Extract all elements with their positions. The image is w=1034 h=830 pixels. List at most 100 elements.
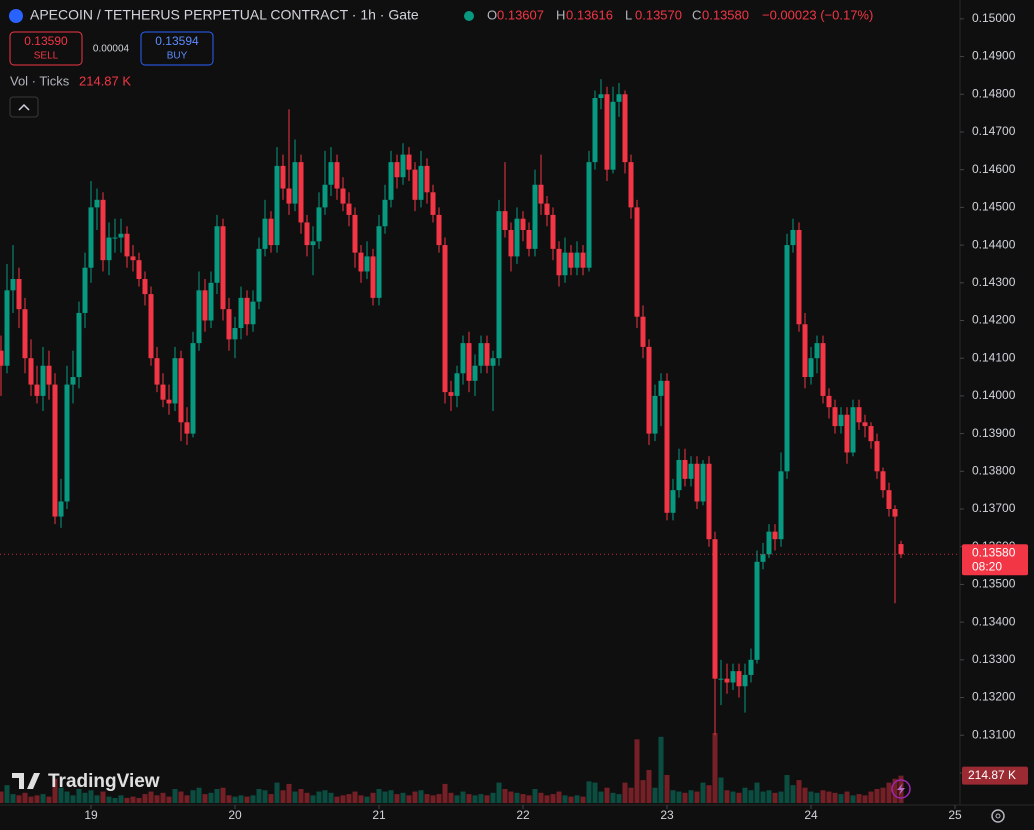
candle-body bbox=[172, 358, 178, 404]
candle-body bbox=[70, 377, 76, 385]
candle-body bbox=[46, 365, 52, 385]
volume-bar bbox=[826, 791, 832, 803]
volume-bar bbox=[412, 791, 418, 803]
y-tick-label: 0.14300 bbox=[972, 275, 1016, 289]
candle-body bbox=[0, 350, 4, 366]
sell-price[interactable]: 0.13590 bbox=[24, 34, 68, 48]
volume-bar bbox=[418, 790, 424, 803]
lightning-button[interactable] bbox=[891, 779, 911, 799]
candle-body bbox=[190, 343, 196, 434]
candle-body bbox=[214, 226, 220, 283]
y-tick-label: 0.13500 bbox=[972, 577, 1016, 591]
volume-bar bbox=[310, 795, 316, 803]
candle-body bbox=[424, 165, 430, 193]
volume-bar bbox=[466, 794, 472, 803]
volume-bar bbox=[118, 795, 124, 803]
y-tick-label: 0.14500 bbox=[972, 200, 1016, 214]
buy-price[interactable]: 0.13594 bbox=[155, 34, 199, 48]
volume-bar bbox=[130, 796, 136, 803]
candle-body bbox=[286, 188, 292, 204]
candle-body bbox=[196, 290, 202, 344]
y-tick-label: 0.14900 bbox=[972, 49, 1016, 63]
candle-body bbox=[412, 169, 418, 200]
candle-body bbox=[58, 501, 64, 517]
sell-label[interactable]: SELL bbox=[34, 51, 59, 62]
sell-button[interactable] bbox=[9, 31, 83, 66]
candle-body bbox=[832, 407, 838, 427]
candle-body bbox=[892, 509, 898, 517]
volume-bar bbox=[256, 789, 262, 803]
volume-bar bbox=[718, 777, 724, 803]
volume-bar bbox=[574, 795, 580, 803]
candle-body bbox=[358, 252, 364, 272]
candle-body bbox=[292, 162, 298, 204]
candle-body bbox=[610, 101, 616, 170]
candle-body bbox=[628, 162, 634, 208]
volume-bar bbox=[886, 782, 892, 803]
candle-body bbox=[316, 207, 322, 242]
change: −0.00023 (−0.17%) bbox=[762, 7, 873, 22]
volume-bar bbox=[0, 791, 4, 803]
candle-body bbox=[178, 358, 184, 423]
volume-bar bbox=[100, 791, 106, 803]
candle-body bbox=[514, 218, 520, 257]
candle-body bbox=[586, 162, 592, 268]
candle-body bbox=[622, 94, 628, 163]
x-tick-label: 25 bbox=[948, 808, 962, 822]
candle-body bbox=[280, 165, 286, 189]
volume-bar bbox=[850, 795, 856, 803]
candle-body bbox=[268, 218, 274, 246]
volume-bar bbox=[610, 792, 616, 803]
volume-bar bbox=[436, 794, 442, 803]
volume-bar bbox=[106, 796, 112, 803]
volume-bar bbox=[802, 787, 808, 803]
x-tick-label: 20 bbox=[228, 808, 242, 822]
candle-body bbox=[694, 463, 700, 502]
volume-bar bbox=[778, 791, 784, 803]
volume-bar bbox=[364, 796, 370, 803]
chevron-icon[interactable] bbox=[18, 103, 30, 111]
y-tick-label: 0.14400 bbox=[972, 237, 1016, 251]
settings-button[interactable] bbox=[991, 809, 1005, 823]
volume-value: 214.87 K bbox=[79, 73, 131, 88]
volume-bar bbox=[22, 792, 28, 803]
volume-bar bbox=[394, 794, 400, 803]
candle-body bbox=[778, 471, 784, 540]
candle-body bbox=[526, 230, 532, 249]
candle-body bbox=[364, 256, 370, 272]
candle-body bbox=[124, 233, 130, 257]
lightning-icon[interactable] bbox=[897, 783, 905, 795]
volume-bar bbox=[298, 789, 304, 803]
volume-bar bbox=[496, 782, 502, 803]
volume-tag-label: 214.87 K bbox=[968, 768, 1016, 782]
chart-title: APECOIN / TETHERUS PERPETUAL CONTRACT · … bbox=[30, 7, 419, 23]
candle-body bbox=[262, 218, 268, 249]
candle-body bbox=[520, 218, 526, 230]
volume-bar bbox=[454, 795, 460, 803]
candle-body bbox=[328, 162, 334, 185]
volume-bar bbox=[346, 794, 352, 803]
buy-label[interactable]: BUY bbox=[167, 51, 188, 62]
candle-body bbox=[226, 309, 232, 340]
candle-body bbox=[220, 226, 226, 310]
candle-body bbox=[760, 554, 766, 562]
volume-bar bbox=[742, 787, 748, 803]
volume-bar bbox=[214, 789, 220, 803]
legend-label: O bbox=[487, 7, 497, 22]
candle-body bbox=[838, 414, 844, 427]
candle-body bbox=[460, 343, 466, 374]
candle-body bbox=[718, 678, 724, 680]
volume-bar bbox=[670, 790, 676, 803]
candle-body bbox=[748, 659, 754, 675]
candle-body bbox=[250, 301, 256, 325]
collapse-button[interactable] bbox=[9, 96, 39, 118]
candle-body bbox=[202, 290, 208, 321]
price-tag-countdown: 08:20 bbox=[972, 559, 1002, 573]
buy-button[interactable] bbox=[140, 31, 214, 66]
candle-body bbox=[430, 192, 436, 215]
settings-icon[interactable] bbox=[995, 813, 1001, 819]
candle-body bbox=[334, 162, 340, 189]
volume-bar bbox=[382, 791, 388, 803]
volume-bar bbox=[244, 796, 250, 803]
candle-body bbox=[676, 460, 682, 491]
